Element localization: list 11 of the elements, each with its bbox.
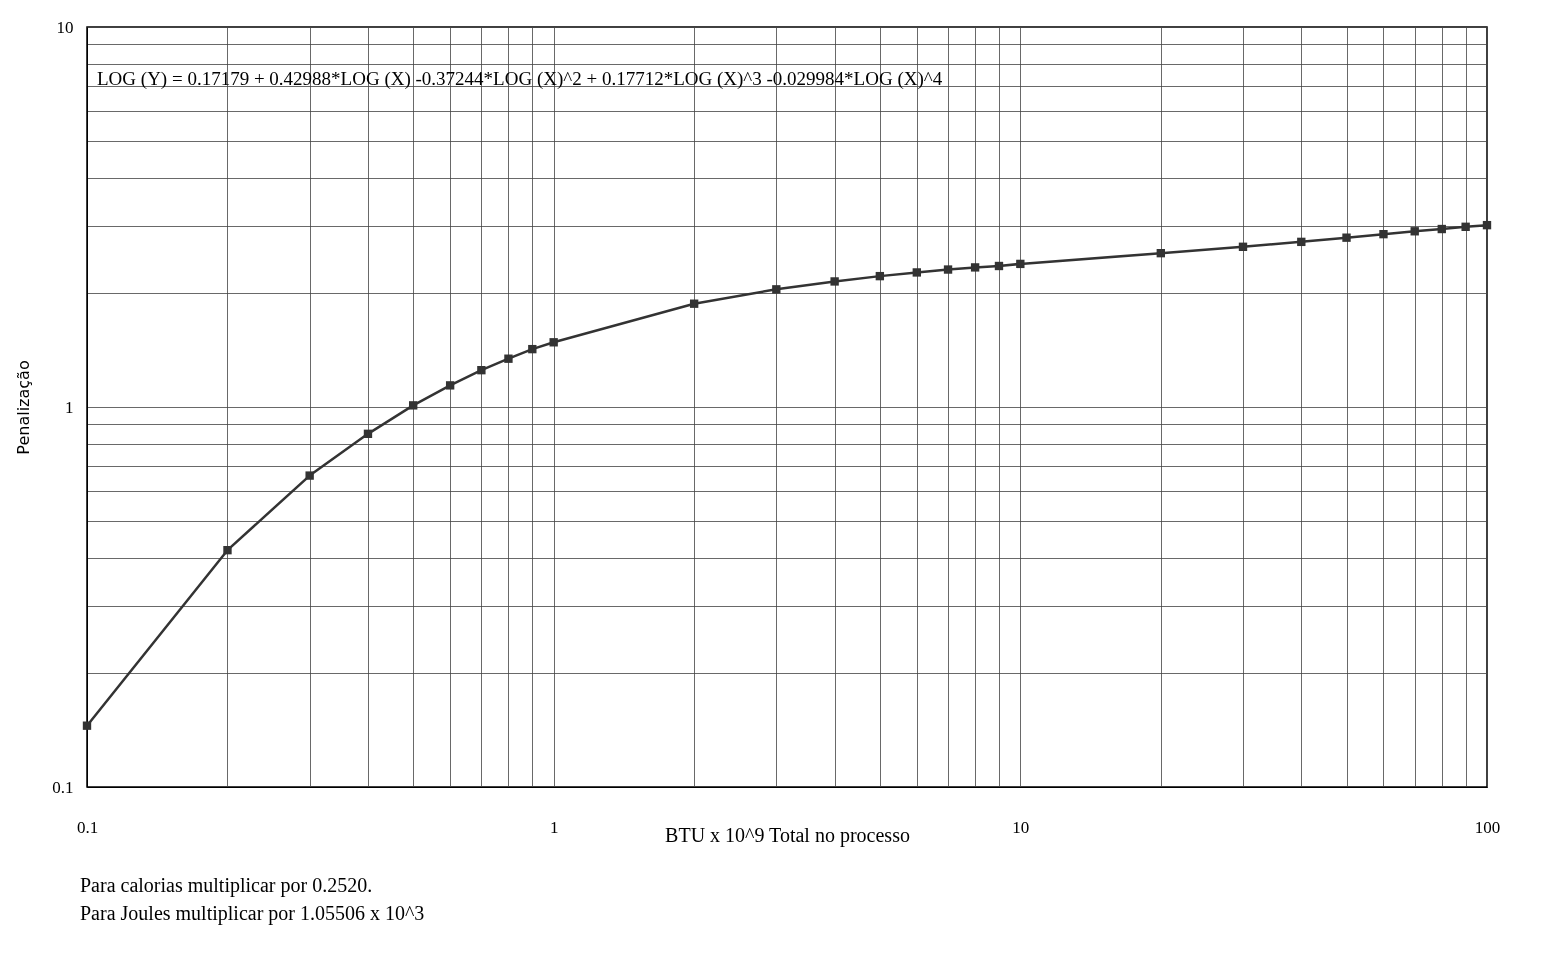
x-tick-label: 0.1 <box>76 817 99 837</box>
text: Para calorias multiplicar por 0.2520. <box>80 873 374 899</box>
y-tick-label: 10 <box>56 17 74 37</box>
x-axis-title: BTU x 10^9 Total no processo <box>665 823 910 847</box>
x-tick-label: 10 <box>1012 817 1030 837</box>
y-axis-title: Penalização <box>14 360 34 455</box>
y-tick-label: 1 <box>65 397 74 417</box>
y-tick-label: 0.1 <box>52 777 74 797</box>
x-tick-label: 100 <box>1474 817 1501 837</box>
x-tick-label: 1 <box>549 817 559 837</box>
text: Para Joules multiplicar por 1.05506 x 10^3 <box>80 901 426 927</box>
